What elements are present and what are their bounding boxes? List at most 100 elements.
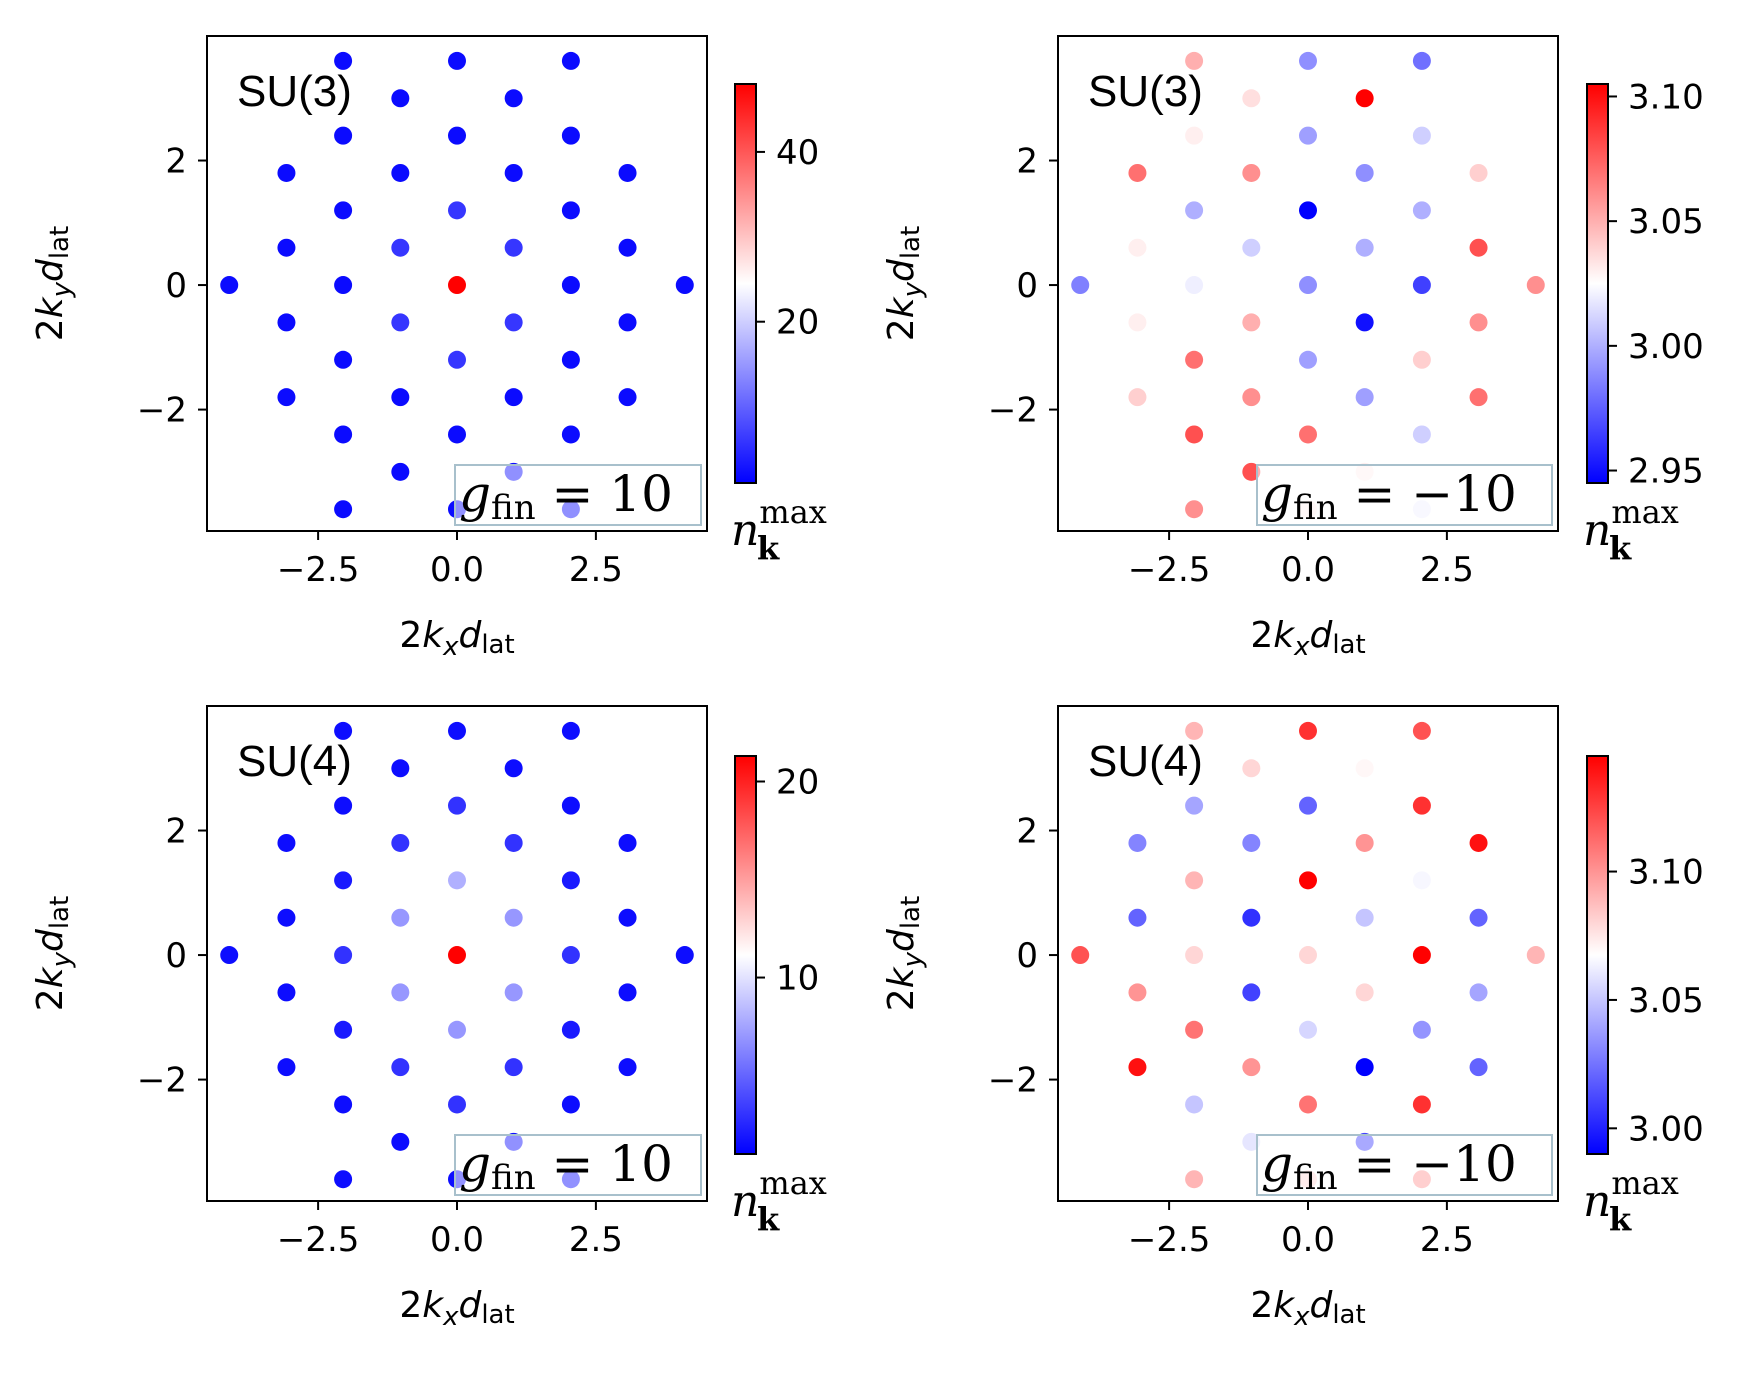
data-point (448, 796, 466, 815)
data-point (1412, 276, 1431, 295)
data-point (391, 89, 410, 108)
scatter-points (1071, 51, 1545, 519)
data-point (561, 425, 580, 444)
data-point (448, 276, 466, 295)
data-point (618, 1058, 637, 1077)
y-tick-label: 0 (1016, 936, 1038, 976)
data-point (1355, 759, 1374, 778)
data-point (448, 350, 466, 369)
panel-3: −2.5 0.0 2.5 −2 0 2 2kxdlat 2kydlat SU(4) gfin = … (30, 705, 827, 1332)
x-tick-label: 0.0 (430, 1220, 484, 1260)
data-point (1299, 201, 1317, 220)
data-point (1185, 1095, 1204, 1114)
colorbar-gradient (1586, 755, 1609, 1155)
data-point (391, 462, 410, 481)
data-point (1469, 163, 1488, 182)
x-axis-label: 2kxdlat (399, 1285, 514, 1332)
annotation-frame (1256, 1134, 1553, 1196)
data-point (1412, 946, 1431, 965)
data-point (618, 908, 637, 927)
y-tick-label: 2 (1016, 812, 1038, 852)
data-point (1469, 388, 1488, 407)
data-point (504, 1058, 523, 1077)
data-point (1185, 126, 1204, 145)
x-tick-label: −2.5 (277, 550, 360, 590)
panel-4: −2.5 0.0 2.5 −2 0 2 2kxdlat 2kydlat SU(4) gfin = … (881, 705, 1704, 1332)
annotation-frame (1256, 464, 1553, 526)
data-point (277, 163, 296, 182)
data-point (1412, 1020, 1431, 1039)
data-point (448, 201, 466, 220)
data-point (1242, 759, 1261, 778)
data-point (1355, 833, 1374, 852)
data-point (1469, 313, 1488, 332)
annotation-text: gfin = 10 (459, 1135, 673, 1198)
colorbar: 10 20 nmax k (731, 755, 827, 1238)
data-point (220, 276, 239, 295)
data-point (1185, 201, 1204, 220)
data-point (1242, 833, 1261, 852)
data-point (1469, 908, 1488, 927)
data-point (1242, 313, 1261, 332)
x-tick-label: 0.0 (1281, 550, 1335, 590)
data-point (618, 983, 637, 1002)
data-point (391, 908, 410, 927)
data-point (1242, 1132, 1261, 1151)
data-point (1185, 1170, 1204, 1189)
data-point (391, 313, 410, 332)
y-tick-label: −2 (988, 391, 1038, 431)
data-point (334, 1095, 353, 1114)
annotation-box: gfin = 10 (454, 464, 702, 528)
y-tick-label: −2 (137, 391, 187, 431)
data-point (1242, 983, 1261, 1002)
data-point (561, 276, 580, 295)
y-tick-label: 2 (1016, 142, 1038, 182)
data-point (561, 126, 580, 145)
data-point (1185, 796, 1204, 815)
annotation-frame (454, 464, 702, 526)
data-point (1128, 1058, 1147, 1077)
panel-1: −2.5 0.0 2.5 −2 0 2 2kxdlat 2kydlat SU(3) gfin = … (30, 35, 827, 662)
data-point (618, 238, 637, 257)
data-point (1185, 425, 1204, 444)
data-point (448, 871, 466, 890)
data-point (1355, 388, 1374, 407)
data-point (1185, 946, 1204, 965)
data-point (1469, 983, 1488, 1002)
x-tick-label: 2.5 (569, 550, 623, 590)
data-point (561, 201, 580, 220)
y-axis-label: 2kydlat (30, 896, 77, 1011)
y-axis-label: 2kydlat (881, 896, 928, 1011)
data-point (448, 51, 466, 70)
data-point (504, 238, 523, 257)
colorbar-tick-label: 3.00 (1628, 1109, 1704, 1149)
data-point (1412, 721, 1431, 740)
data-point (1242, 462, 1261, 481)
data-point (1355, 163, 1374, 182)
colorbar-label: nmax k (731, 493, 827, 567)
data-point (334, 1170, 353, 1189)
data-point (561, 1095, 580, 1114)
data-point (1242, 908, 1261, 927)
data-point (391, 163, 410, 182)
data-point (448, 1020, 466, 1039)
data-point (1185, 350, 1204, 369)
y-tick-label: −2 (988, 1061, 1038, 1101)
data-point (1469, 1058, 1488, 1077)
data-point (1128, 388, 1147, 407)
data-point (1185, 871, 1204, 890)
colorbar-tick-label: 3.10 (1628, 77, 1704, 117)
x-tick-label: 2.5 (569, 1220, 623, 1260)
colorbar-label: nmax k (1583, 1164, 1679, 1238)
y-tick-label: 0 (165, 266, 187, 306)
colorbar-tick-label: 2.95 (1628, 452, 1704, 492)
data-point (277, 1058, 296, 1077)
annotation-text: gfin = −10 (1261, 465, 1517, 528)
data-point (1299, 946, 1317, 965)
colorbar-tick-label: 3.00 (1628, 327, 1704, 367)
x-axis-label: 2kxdlat (1250, 1285, 1365, 1332)
data-point (277, 313, 296, 332)
data-point (1469, 238, 1488, 257)
x-axis-label: 2kxdlat (399, 615, 514, 662)
